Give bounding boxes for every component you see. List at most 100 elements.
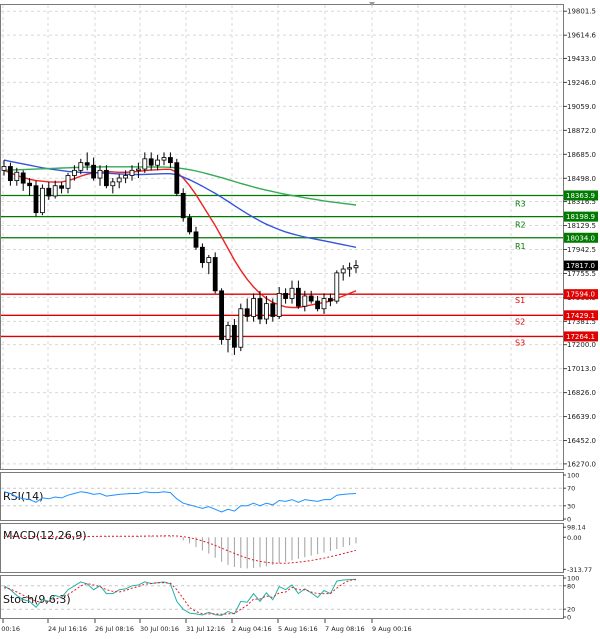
main-pane-frame — [0, 4, 564, 470]
indicator-tick-label: 0 — [567, 614, 571, 622]
time-tick-label: 5 Aug 16:16 — [278, 625, 318, 633]
moving-averages — [3, 159, 357, 309]
time-tick-label: 24 Jul 16:16 — [48, 625, 87, 633]
candle — [340, 265, 346, 281]
candle-body-bear — [231, 325, 237, 348]
candle-body-bear — [327, 298, 333, 302]
candle-body-bear — [59, 185, 64, 189]
indicator-tick-label: 20 — [567, 606, 575, 614]
candle-body-bear — [46, 187, 52, 197]
candle — [295, 280, 301, 309]
level-value-label: 18363.9 — [566, 192, 595, 200]
candle-body-bear — [212, 257, 218, 292]
candle — [212, 252, 218, 294]
candle-body-bull — [135, 168, 141, 171]
candle-body-bear — [148, 158, 154, 166]
candle-body-bear — [174, 162, 180, 194]
candle-body-bull — [72, 169, 77, 176]
price-tick-label: 19246.0 — [567, 79, 596, 87]
candle-body-bull — [14, 171, 20, 182]
level-value-box — [564, 232, 598, 243]
current-price-marker: 17817.0 — [564, 260, 598, 271]
candle-body-bull — [155, 159, 161, 166]
stoch-pane-frame — [0, 575, 564, 619]
candle-body-bear — [270, 303, 276, 317]
candle-body-bull — [276, 292, 282, 317]
level-value-label: 18198.9 — [566, 213, 595, 221]
candle-body-bull — [289, 287, 295, 299]
level-value-box — [564, 190, 598, 201]
candle-body-bear — [308, 295, 314, 302]
candle — [327, 293, 333, 307]
level-value-label: 17594.0 — [566, 291, 595, 299]
candle — [225, 321, 231, 353]
candle — [244, 298, 250, 322]
price-tick-label: 19059.0 — [567, 103, 596, 111]
candle — [110, 178, 116, 194]
moving-average-line — [3, 159, 357, 248]
candle — [7, 162, 13, 186]
candle-body-bull — [116, 177, 122, 183]
candle-body-bear — [91, 164, 96, 179]
price-tick-label: 16826.0 — [567, 389, 596, 397]
level-value-box — [564, 289, 598, 300]
pivot-levels: R3 18363.9 R2 18198.9 R1 18034.0 S1 17594.0 S2 17… — [1, 190, 598, 347]
candle — [174, 158, 180, 196]
price-tick-label: 19801.5 — [567, 8, 596, 16]
candle-body-bear — [295, 287, 301, 307]
candle-body-bear — [199, 246, 205, 264]
candle-body-bear — [315, 300, 321, 310]
level-value-label: 17264.1 — [566, 333, 595, 341]
candle-body-bull — [123, 175, 128, 179]
candle-body-bull — [353, 265, 359, 269]
candle — [276, 286, 282, 320]
candle-body-bull — [40, 187, 45, 214]
price-tick-label: 18685.0 — [567, 151, 596, 159]
candle — [52, 180, 58, 199]
candle — [123, 170, 128, 184]
level-value-box — [564, 310, 598, 321]
candle — [283, 288, 289, 304]
candle — [231, 319, 237, 355]
level-value-box — [564, 331, 598, 342]
candle-body-bull — [321, 298, 327, 310]
candle — [104, 165, 109, 189]
price-tick-label: 16639.0 — [567, 413, 596, 421]
macd-pane: 98.14 0.00 -313.77 MACD(12,26,9) — [3, 524, 592, 574]
time-tick-label: 30 Jul 00:16 — [140, 625, 179, 633]
candle — [78, 158, 84, 175]
candle — [238, 303, 244, 352]
candle — [84, 152, 90, 171]
candle — [347, 262, 353, 277]
candle — [302, 290, 308, 312]
chart-shift-marker-icon[interactable] — [369, 2, 375, 6]
price-tick-label: 18129.5 — [567, 222, 596, 230]
level-value-box — [564, 211, 598, 222]
indicator-tick-label: 30 — [567, 502, 575, 510]
candle — [27, 178, 33, 196]
rsi-line — [3, 491, 357, 513]
candle-body-bear — [244, 308, 250, 317]
candle-body-bull — [340, 268, 346, 274]
candle-body-bear — [84, 162, 90, 166]
level-name-r3: R3 — [515, 199, 526, 208]
candle — [219, 288, 225, 345]
time-tick-label: 26 Jul 08:16 — [95, 625, 134, 633]
candle-body-bear — [187, 217, 193, 233]
candle — [1, 160, 7, 176]
candlesticks — [1, 152, 359, 355]
price-tick-label: 19433.0 — [567, 55, 596, 63]
rsi-pane-frame — [0, 472, 564, 521]
candle — [72, 165, 77, 181]
current-price-label: 17817.0 — [566, 262, 595, 270]
candle-body-bear — [193, 231, 199, 248]
level-value-label: 17429.1 — [566, 312, 595, 320]
indicator-tick-label: 70 — [567, 485, 575, 493]
candle-body-bull — [1, 166, 7, 171]
candle — [321, 293, 327, 314]
current-price-box — [564, 260, 598, 271]
time-axis: 23 Jul 00:16 24 Jul 16:16 26 Jul 08:16 30 J… — [0, 619, 412, 633]
